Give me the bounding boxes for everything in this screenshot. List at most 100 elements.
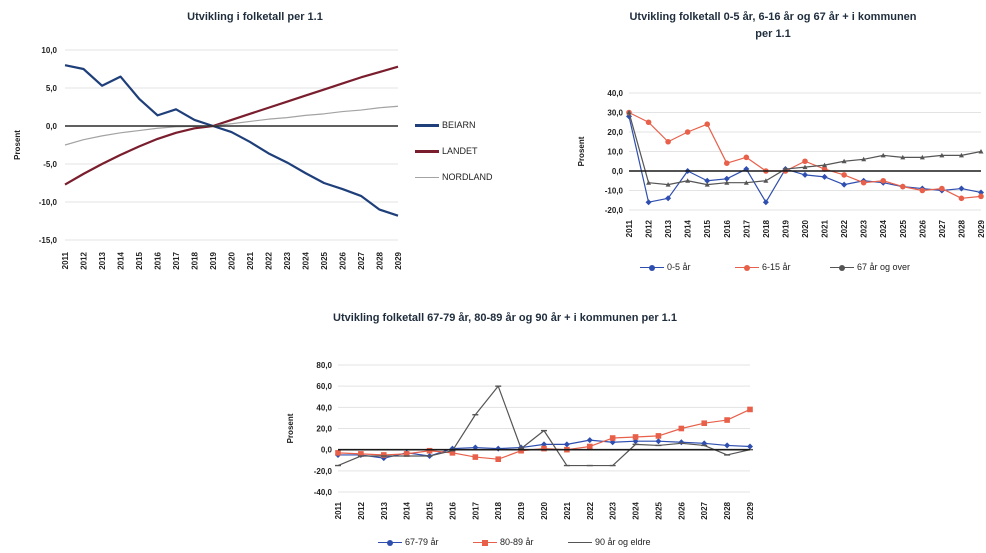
x-tick-label: 2011 [334, 501, 343, 519]
data-point [860, 179, 867, 186]
data-point [802, 171, 808, 178]
x-tick-label: 2015 [703, 219, 712, 237]
y-tick-label: -40,0 [314, 488, 333, 497]
data-point [841, 158, 847, 164]
x-tick-label: 2022 [840, 219, 849, 237]
data-point [518, 447, 524, 454]
x-tick-label: 2025 [899, 219, 908, 237]
x-tick-label: 2019 [209, 251, 218, 269]
legend-item: 80-89 år [473, 537, 534, 547]
x-tick-label: 2023 [283, 251, 292, 269]
data-point [841, 181, 848, 188]
x-tick-label: 2028 [957, 219, 966, 237]
y-tick-label: 5,0 [46, 84, 58, 93]
chart2-svg: 40,0 30,0 20,0 10,0 0,0 -10,0 -20,0 Prosent 2011… [577, 89, 986, 238]
legend-item: 6-15 år [735, 262, 791, 272]
data-point [762, 199, 769, 206]
x-tick-label: 2012 [80, 251, 89, 269]
data-point [495, 445, 502, 452]
x-tick-label: 2016 [723, 219, 732, 237]
data-point [802, 164, 808, 170]
data-point [743, 154, 750, 161]
x-tick-label: 2018 [494, 501, 503, 519]
legend-item: BEIARN [415, 120, 476, 130]
y-tick-label: -10,0 [605, 187, 624, 196]
data-point [724, 180, 730, 185]
legend-item: LANDET [415, 146, 478, 156]
x-tick-label: 2025 [654, 501, 663, 519]
data-point [723, 160, 730, 166]
x-tick-label: 2013 [98, 251, 107, 269]
chart3-legend: 67-79 år 80-89 år 90 år og eldre [378, 537, 718, 553]
y-tick-label: 60,0 [316, 382, 332, 391]
x-tick-label: 2026 [918, 219, 927, 237]
x-tick-label: 2019 [517, 501, 526, 519]
x-tick-label: 2022 [586, 501, 595, 519]
data-point [665, 138, 671, 145]
series-line-BEIARN [64, 64, 399, 217]
x-tick-label: 2026 [339, 251, 348, 269]
x-tick-label: 2019 [781, 219, 790, 237]
data-point [586, 437, 593, 444]
data-point [335, 450, 341, 456]
data-point [724, 442, 731, 449]
data-point [541, 445, 547, 452]
legend-swatch [473, 539, 497, 546]
data-point [403, 451, 410, 457]
x-tick-label: 2027 [357, 251, 366, 269]
data-point [978, 149, 984, 154]
legend-swatch [640, 264, 664, 271]
x-tick-label: 2028 [723, 501, 732, 519]
data-point [678, 439, 685, 446]
x-tick-label: 2015 [426, 501, 435, 519]
x-tick-label: 2021 [246, 251, 255, 269]
x-tick-label: 2020 [228, 251, 237, 269]
y-tick-label: -10,0 [39, 198, 58, 207]
chart2-title: Utvikling folketall 0-5 år, 6-16 år og 6… [629, 11, 917, 40]
x-tick-label: 2014 [403, 501, 412, 519]
series-line-80-89-år [337, 408, 751, 460]
y-tick-label: 10,0 [41, 46, 57, 55]
legend-label: 67 år og over [857, 262, 911, 272]
x-tick-label: 2025 [320, 251, 329, 269]
y-tick-label: 0,0 [612, 167, 624, 176]
y-tick-label: 80,0 [316, 361, 332, 370]
data-point [704, 182, 710, 187]
data-point [821, 173, 828, 180]
x-tick-label: 2017 [471, 501, 480, 519]
legend-label: 6-15 år [762, 262, 791, 272]
data-point [782, 166, 788, 172]
data-point [724, 417, 730, 423]
data-point [958, 185, 965, 192]
y-axis-label: Prosent [577, 136, 586, 166]
legend-label: LANDET [442, 146, 478, 156]
legend-item: 0-5 år [640, 262, 691, 272]
x-tick-label: 2017 [172, 251, 181, 269]
data-point [684, 129, 691, 135]
x-tick-label: 2026 [677, 501, 686, 519]
y-tick-label: 20,0 [316, 425, 332, 434]
x-tick-label: 2012 [357, 501, 366, 519]
data-point [632, 434, 639, 440]
y-tick-label: 30,0 [607, 109, 623, 118]
legend-label: 0-5 år [667, 262, 691, 272]
x-tick-label: 2011 [61, 251, 70, 269]
chart3-svg: 80,0 60,0 40,0 20,0 0,0 -20,0 -40,0 Prosent 2011… [286, 361, 755, 520]
x-tick-label: 2023 [609, 501, 618, 519]
legend-label: 67-79 år [405, 537, 439, 547]
data-point [646, 180, 652, 185]
chart2-legend: 0-5 år 6-15 år 67 år og over [640, 262, 970, 278]
chart1-title: Utvikling i folketall per 1.1 [187, 11, 323, 23]
data-point [645, 199, 652, 206]
data-point [919, 154, 925, 160]
data-point [655, 438, 662, 445]
series-line-LANDET [64, 65, 399, 186]
data-point [939, 152, 945, 158]
data-point [645, 119, 652, 126]
legend-label: BEIARN [442, 120, 476, 130]
x-tick-label: 2016 [154, 251, 163, 269]
data-point [880, 152, 886, 158]
data-point [626, 110, 632, 115]
y-axis-label: Prosent [286, 413, 295, 443]
legend-item: 67-79 år [378, 537, 439, 547]
